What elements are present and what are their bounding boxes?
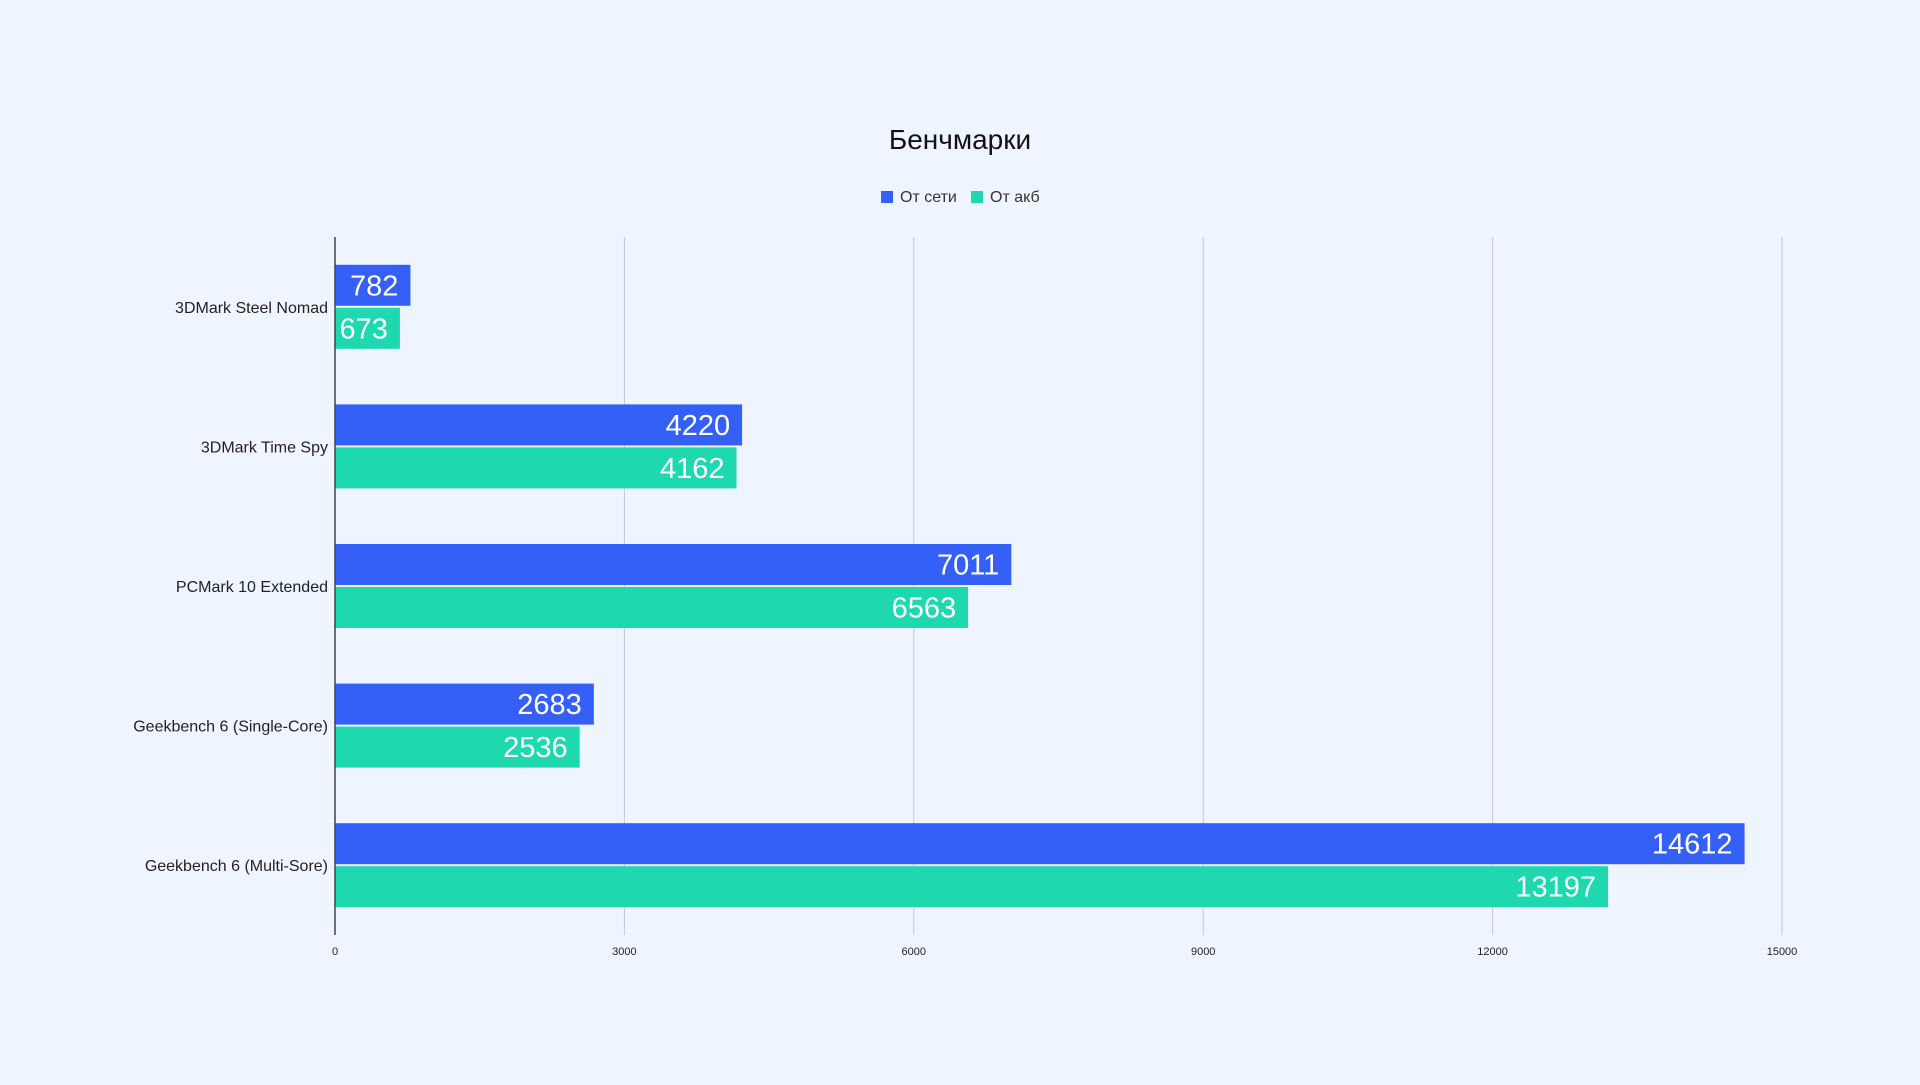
category-label: Geekbench 6 (Single-Core)	[133, 719, 328, 736]
category-label: 3DMark Steel Nomad	[175, 300, 328, 317]
x-tick-label: 3000	[612, 946, 636, 958]
bar-value-label: 6563	[892, 593, 957, 625]
bar	[335, 307, 400, 349]
x-tick-label: 0	[332, 946, 338, 958]
bar-value-label: 13197	[1515, 872, 1596, 904]
x-tick-label: 12000	[1477, 946, 1508, 958]
bar	[335, 866, 1609, 908]
bar-value-label: 7011	[937, 550, 999, 582]
bar	[335, 447, 737, 489]
x-tick-labels: 0 3000 6000 9000 12000 15000	[332, 946, 1797, 958]
category-label: 3DMark Time Spy	[201, 439, 328, 456]
bar-value-label: 673	[340, 313, 388, 345]
x-tick-label: 15000	[1767, 946, 1798, 958]
category-label: Geekbench 6 (Multi-Sore)	[145, 858, 328, 875]
category-labels: 3DMark Steel Nomad 3DMark Time Spy PCMark …	[133, 300, 328, 875]
bar-value-label: 4162	[660, 453, 725, 485]
bar	[335, 683, 594, 725]
legend: От сети От акб	[881, 189, 1040, 206]
legend-swatch-on-battery	[971, 191, 983, 203]
bar	[335, 544, 1012, 585]
bar-value-label: 2683	[517, 689, 582, 721]
bar	[335, 587, 969, 628]
legend-label-on-power: От сети	[900, 189, 957, 206]
legend-label-on-battery: От акб	[990, 189, 1040, 206]
bar-value-label: 14612	[1652, 829, 1733, 861]
bar-value-label: 2536	[503, 732, 568, 764]
bar	[335, 404, 743, 446]
bar	[335, 264, 411, 306]
gridlines	[623, 237, 1783, 935]
bar	[335, 823, 1745, 865]
category-label: PCMark 10 Extended	[176, 579, 328, 596]
bar-value-label: 4220	[666, 410, 731, 442]
chart-title: Бенчмарки	[889, 124, 1031, 155]
bar	[335, 726, 580, 768]
bars	[335, 264, 1745, 908]
bar-value-label: 782	[350, 270, 398, 302]
x-tick-label: 9000	[1191, 946, 1215, 958]
legend-swatch-on-power	[881, 191, 893, 203]
x-tick-label: 6000	[902, 946, 926, 958]
bar-labels: 782 673 4220 4162 7011 6563 2683 2536 14612 13197	[340, 270, 1733, 903]
